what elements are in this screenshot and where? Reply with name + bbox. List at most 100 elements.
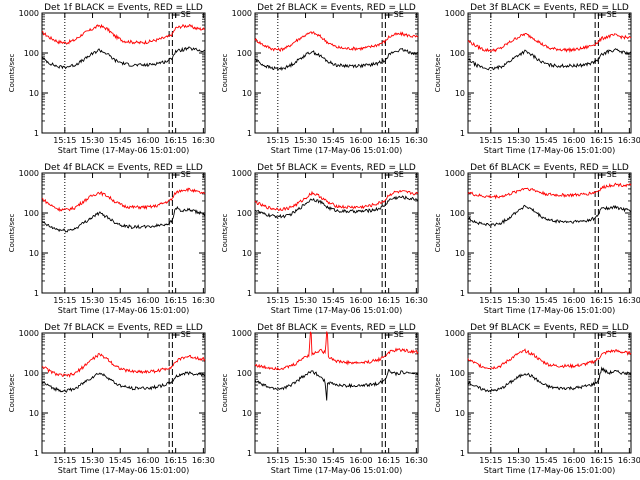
marker-label: SE <box>394 170 404 179</box>
lld-series-line <box>467 348 632 370</box>
x-tick-label: 16:00 <box>349 456 372 465</box>
x-tick-label: 16:30 <box>618 456 640 465</box>
x-tick-label: 15:45 <box>322 136 345 145</box>
x-tick-label: 15:45 <box>109 456 132 465</box>
plot-frame <box>467 12 632 134</box>
detector-panel: Det 3f BLACK = Events, RED = LLD 1 10 100 10… <box>426 0 640 160</box>
plot-frame <box>41 12 206 134</box>
lld-series-line <box>41 187 206 212</box>
y-tick-label: 1 <box>460 129 465 138</box>
y-tick-label: 100 <box>450 49 465 58</box>
plot-frame <box>41 332 206 454</box>
y-tick-label: 1 <box>247 129 252 138</box>
events-series-line <box>41 371 206 393</box>
detector-panel: Det 7f BLACK = Events, RED = LLD 1 10 100 10… <box>0 320 215 480</box>
events-series-line <box>254 48 419 72</box>
panel-chart: Det 2f BLACK = Events, RED = LLD 1 10 100 10… <box>221 3 428 155</box>
y-axis-label: Counts/sec <box>434 374 442 413</box>
x-tick-label: 15:45 <box>109 136 132 145</box>
y-tick-label: 1000 <box>19 9 39 18</box>
y-tick-label: 10 <box>242 249 252 258</box>
panel-chart: Det 7f BLACK = Events, RED = LLD 1 10 100 10… <box>8 323 215 475</box>
y-axis-label: Counts/sec <box>8 374 16 413</box>
panel-chart: Det 5f BLACK = Events, RED = LLD 1 10 100 10… <box>221 163 428 315</box>
x-tick-label: 16:00 <box>349 136 372 145</box>
panel-chart: Det 9f BLACK = Events, RED = LLD 1 10 100 10… <box>434 323 640 475</box>
marker-label: SE <box>394 10 404 19</box>
y-tick-label: 10 <box>29 89 39 98</box>
plot-frame <box>254 12 419 134</box>
y-tick-label: 1 <box>247 449 252 458</box>
x-tick-label: 16:00 <box>562 136 585 145</box>
y-axis-label: Counts/sec <box>221 374 229 413</box>
x-tick-label: 15:30 <box>507 456 530 465</box>
y-tick-label: 10 <box>29 409 39 418</box>
x-tick-label: 15:30 <box>507 296 530 305</box>
panel-chart: Det 6f BLACK = Events, RED = LLD 1 10 100 10… <box>434 163 640 315</box>
panel-title: Det 3f BLACK = Events, RED = LLD <box>470 3 629 13</box>
events-series-line <box>41 46 206 70</box>
x-axis-label: Start Time (17-May-06 15:01:00) <box>271 306 402 315</box>
detector-panel: Det 8f BLACK = Events, RED = LLD 1 10 100 10… <box>213 320 428 480</box>
x-tick-label: 16:15 <box>164 296 187 305</box>
marker-label: SE <box>181 330 191 339</box>
x-tick-label: 16:00 <box>136 456 159 465</box>
y-axis-label: Counts/sec <box>8 54 16 93</box>
panel-title: Det 9f BLACK = Events, RED = LLD <box>470 323 629 333</box>
y-tick-label: 1 <box>460 289 465 298</box>
x-axis-label: Start Time (17-May-06 15:01:00) <box>484 306 615 315</box>
plot-frame <box>254 172 419 294</box>
x-axis-label: Start Time (17-May-06 15:01:00) <box>271 146 402 155</box>
events-series-line <box>467 366 632 394</box>
lld-series-line <box>254 189 419 212</box>
panel-title: Det 1f BLACK = Events, RED = LLD <box>44 3 203 13</box>
y-tick-label: 100 <box>24 209 39 218</box>
lld-series-line <box>41 352 206 378</box>
plot-frame <box>254 332 419 454</box>
x-tick-label: 16:30 <box>405 296 428 305</box>
x-tick-label: 15:30 <box>81 136 104 145</box>
panel-chart: Det 3f BLACK = Events, RED = LLD 1 10 100 10… <box>434 3 640 155</box>
plot-frame <box>467 332 632 454</box>
detector-panel: Det 4f BLACK = Events, RED = LLD 1 10 100 10… <box>0 160 215 320</box>
y-axis-label: Counts/sec <box>221 54 229 93</box>
y-tick-label: 100 <box>24 369 39 378</box>
y-tick-label: 1 <box>247 289 252 298</box>
y-tick-label: 10 <box>455 249 465 258</box>
x-tick-label: 16:15 <box>377 296 400 305</box>
x-tick-label: 15:30 <box>81 456 104 465</box>
panel-title: Det 6f BLACK = Events, RED = LLD <box>470 163 629 173</box>
y-tick-label: 10 <box>242 89 252 98</box>
y-tick-label: 10 <box>455 89 465 98</box>
x-tick-label: 16:15 <box>590 456 613 465</box>
y-tick-label: 1000 <box>232 9 252 18</box>
x-tick-label: 15:45 <box>535 296 558 305</box>
y-tick-label: 100 <box>237 209 252 218</box>
x-tick-label: 16:00 <box>136 296 159 305</box>
x-tick-label: 16:30 <box>405 456 428 465</box>
y-tick-label: 10 <box>242 409 252 418</box>
x-tick-label: 15:15 <box>53 296 76 305</box>
panel-title: Det 2f BLACK = Events, RED = LLD <box>257 3 416 13</box>
detector-panel: Det 9f BLACK = Events, RED = LLD 1 10 100 10… <box>426 320 640 480</box>
y-tick-label: 1000 <box>19 329 39 338</box>
detector-panel: Det 2f BLACK = Events, RED = LLD 1 10 100 10… <box>213 0 428 160</box>
events-series-line <box>254 195 419 219</box>
events-series-line <box>467 204 632 228</box>
y-tick-label: 1000 <box>445 329 465 338</box>
y-axis-label: Counts/sec <box>8 214 16 253</box>
y-tick-label: 1000 <box>232 169 252 178</box>
detector-panel: Det 5f BLACK = Events, RED = LLD 1 10 100 10… <box>213 160 428 320</box>
x-tick-label: 15:15 <box>266 456 289 465</box>
x-tick-label: 15:30 <box>294 456 317 465</box>
x-axis-label: Start Time (17-May-06 15:01:00) <box>484 466 615 475</box>
x-tick-label: 15:15 <box>266 136 289 145</box>
x-tick-label: 15:45 <box>535 456 558 465</box>
panel-chart: Det 4f BLACK = Events, RED = LLD 1 10 100 10… <box>8 163 215 315</box>
x-tick-label: 15:30 <box>507 136 530 145</box>
x-tick-label: 16:15 <box>164 456 187 465</box>
x-axis-label: Start Time (17-May-06 15:01:00) <box>271 466 402 475</box>
lld-series-line <box>467 182 632 200</box>
lld-series-line <box>41 23 206 45</box>
detector-panel: Det 1f BLACK = Events, RED = LLD 1 10 100 10… <box>0 0 215 160</box>
